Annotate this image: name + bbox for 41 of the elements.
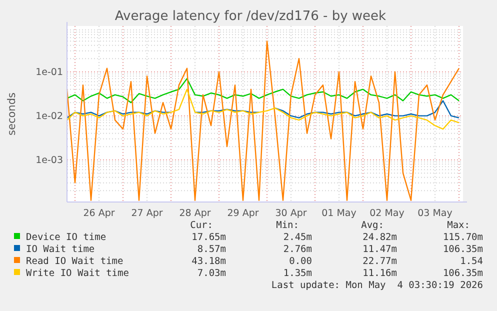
x-tick-label: 30 Apr: [275, 208, 307, 219]
legend-label: Read IO Wait time: [26, 256, 124, 267]
text: 11.16m: [362, 268, 398, 279]
text: 24.82m: [362, 232, 398, 243]
text: 1.35m: [283, 268, 312, 279]
line-series: [66, 88, 460, 130]
text: Min:: [276, 220, 299, 231]
text: 115.70m: [442, 232, 484, 243]
x-tick-label: 26 Apr: [83, 208, 115, 219]
legend-label: Device IO time: [26, 232, 106, 243]
line-series: [66, 78, 460, 104]
text: Last update: Mon May 4 03:30:19 2026: [271, 280, 484, 291]
text: 22.77m: [362, 256, 398, 267]
text: 8.57m: [197, 244, 226, 255]
text: 1.54: [460, 256, 484, 267]
text: 106.35m: [442, 268, 484, 279]
x-tick-label: 28 Apr: [179, 208, 211, 219]
y-tick-label: 1e-01: [36, 67, 63, 78]
x-tick-label: 27 Apr: [131, 208, 163, 219]
text: 106.35m: [442, 244, 484, 255]
text: 43.18m: [192, 256, 226, 267]
legend-label: Write IO Wait time: [26, 268, 130, 279]
x-tick-label: 01 May: [322, 208, 357, 219]
y-tick-label: 1e-02: [36, 111, 63, 122]
text: 11.47m: [362, 244, 398, 255]
text: 7.03m: [197, 268, 226, 279]
line-series: [66, 40, 460, 201]
x-tick-label: 03 May: [418, 208, 453, 219]
text: 2.45m: [283, 232, 312, 243]
chart-title: Average latency for /dev/zd176 - by week: [114, 9, 387, 24]
y-axis-title: seconds: [6, 92, 18, 136]
text: Cur:: [190, 220, 213, 231]
text: 2.76m: [283, 244, 312, 255]
x-tick-label: 29 Apr: [227, 208, 259, 219]
text: Avg:: [361, 220, 384, 231]
y-tick-label: 1e-03: [36, 155, 63, 166]
legend-label: IO Wait time: [26, 244, 95, 255]
text: Max:: [447, 220, 470, 231]
text: 0.00: [289, 256, 312, 267]
text: 17.65m: [192, 232, 226, 243]
x-tick-label: 02 May: [370, 208, 405, 219]
